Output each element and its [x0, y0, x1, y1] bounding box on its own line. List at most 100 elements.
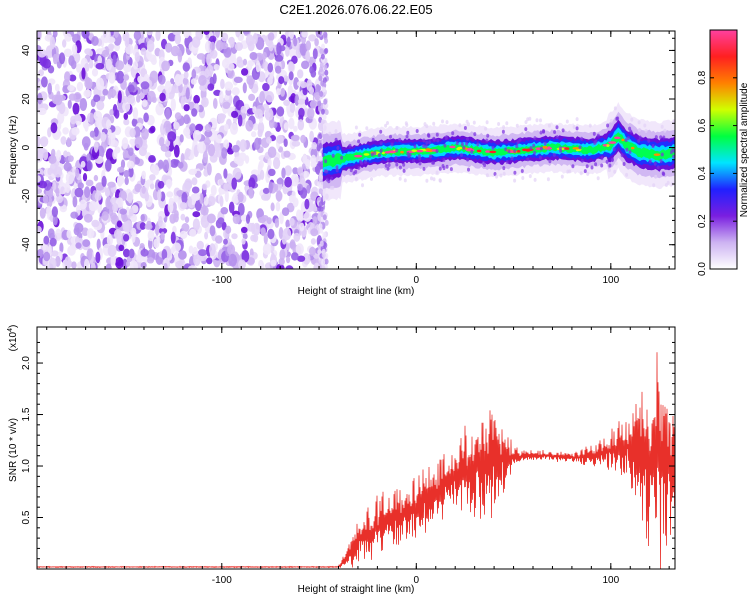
- trace-speckle: [406, 130, 410, 135]
- trace-speckle: [644, 128, 648, 133]
- trace-hotspot: [384, 151, 391, 154]
- noise-blob: [155, 223, 160, 236]
- noise-blob: [248, 177, 256, 189]
- trace-speckle: [637, 127, 641, 132]
- trace-speckle: [418, 161, 422, 166]
- noise-blob: [235, 31, 241, 38]
- noise-blob: [148, 155, 156, 163]
- trace-hotspot: [653, 153, 661, 156]
- noise-blob: [84, 258, 90, 269]
- noise-blob: [158, 215, 163, 228]
- noise-blob: [140, 248, 149, 257]
- trace-speckle: [614, 161, 618, 166]
- trace-speckle: [441, 164, 445, 168]
- noise-blob: [303, 211, 312, 222]
- noise-blob: [164, 150, 172, 158]
- noise-blob: [149, 183, 155, 190]
- noise-blob: [107, 181, 116, 188]
- trace-speckle: [565, 119, 569, 124]
- trace-speckle: [398, 176, 402, 181]
- noise-blob: [191, 193, 201, 201]
- noise-blob: [161, 60, 171, 72]
- trace-speckle: [331, 185, 335, 190]
- noise-blob: [252, 32, 258, 45]
- noise-blob: [139, 186, 148, 199]
- noise-blob: [196, 240, 204, 250]
- noise-blob: [286, 256, 291, 264]
- noise-blob: [324, 109, 329, 116]
- noise-blob: [321, 265, 326, 269]
- noise-blob: [127, 192, 133, 204]
- x-tick-label: 0: [414, 575, 420, 586]
- noise-blob: [57, 182, 67, 195]
- trace-speckle: [402, 168, 406, 173]
- noise-blob: [321, 259, 326, 266]
- trace-hotspot: [354, 154, 363, 158]
- noise-blob: [42, 58, 52, 69]
- y-tick-label: -20: [21, 188, 32, 203]
- noise-blob: [233, 76, 243, 84]
- noise-blob: [231, 177, 237, 190]
- noise-blob: [74, 222, 84, 233]
- noise-blob: [275, 65, 282, 74]
- noise-blob: [276, 178, 284, 185]
- noise-blob: [198, 249, 207, 257]
- noise-blob: [215, 235, 223, 244]
- trace-speckle: [578, 145, 582, 150]
- noise-blob: [110, 212, 117, 221]
- noise-blob: [181, 223, 190, 232]
- noise-blob: [228, 253, 238, 267]
- noise-blob: [218, 178, 224, 186]
- noise-blob: [268, 181, 273, 194]
- noise-blob: [259, 169, 265, 180]
- noise-blob: [302, 86, 308, 96]
- noise-blob: [297, 166, 304, 176]
- trace-speckle: [451, 131, 455, 136]
- trace-speckle: [415, 129, 419, 133]
- trace-speckle: [526, 117, 530, 122]
- trace-speckle: [583, 169, 587, 174]
- noise-blob: [312, 48, 318, 60]
- noise-blob: [94, 191, 102, 201]
- noise-blob: [305, 50, 311, 63]
- noise-blob: [59, 204, 68, 213]
- trace-speckle: [546, 177, 550, 182]
- trace-speckle: [484, 126, 488, 131]
- noise-blob: [201, 183, 208, 191]
- noise-blob: [183, 127, 191, 137]
- noise-blob: [129, 208, 134, 217]
- noise-blob: [132, 107, 139, 120]
- trace-speckle: [526, 157, 530, 162]
- noise-blob: [267, 76, 273, 85]
- trace-speckle: [495, 174, 499, 179]
- trace-speckle: [666, 180, 670, 185]
- y-tick-label: 1.0: [21, 459, 32, 473]
- noise-blob: [123, 63, 132, 73]
- noise-blob: [305, 40, 311, 51]
- noise-blob: [84, 77, 93, 90]
- trace-speckle: [467, 167, 470, 172]
- noise-blob: [72, 102, 80, 115]
- noise-blob: [125, 206, 130, 216]
- noise-blob: [260, 262, 265, 269]
- trace-speckle: [466, 137, 469, 141]
- noise-blob: [86, 160, 92, 172]
- trace-speckle: [325, 169, 329, 174]
- trace-speckle: [538, 155, 542, 160]
- noise-blob: [310, 69, 317, 78]
- noise-blob: [238, 152, 247, 162]
- noise-blob: [279, 211, 284, 225]
- noise-blob: [105, 196, 112, 209]
- noise-blob: [302, 170, 310, 179]
- trace-hotspot: [363, 153, 370, 156]
- noise-blob: [71, 127, 80, 136]
- noise-blob: [267, 32, 275, 42]
- noise-blob: [298, 107, 305, 118]
- noise-blob: [317, 85, 322, 92]
- noise-blob: [192, 130, 202, 142]
- noise-blob: [319, 227, 324, 234]
- trace-speckle: [592, 131, 596, 136]
- noise-blob: [275, 201, 281, 212]
- noise-blob: [229, 122, 239, 135]
